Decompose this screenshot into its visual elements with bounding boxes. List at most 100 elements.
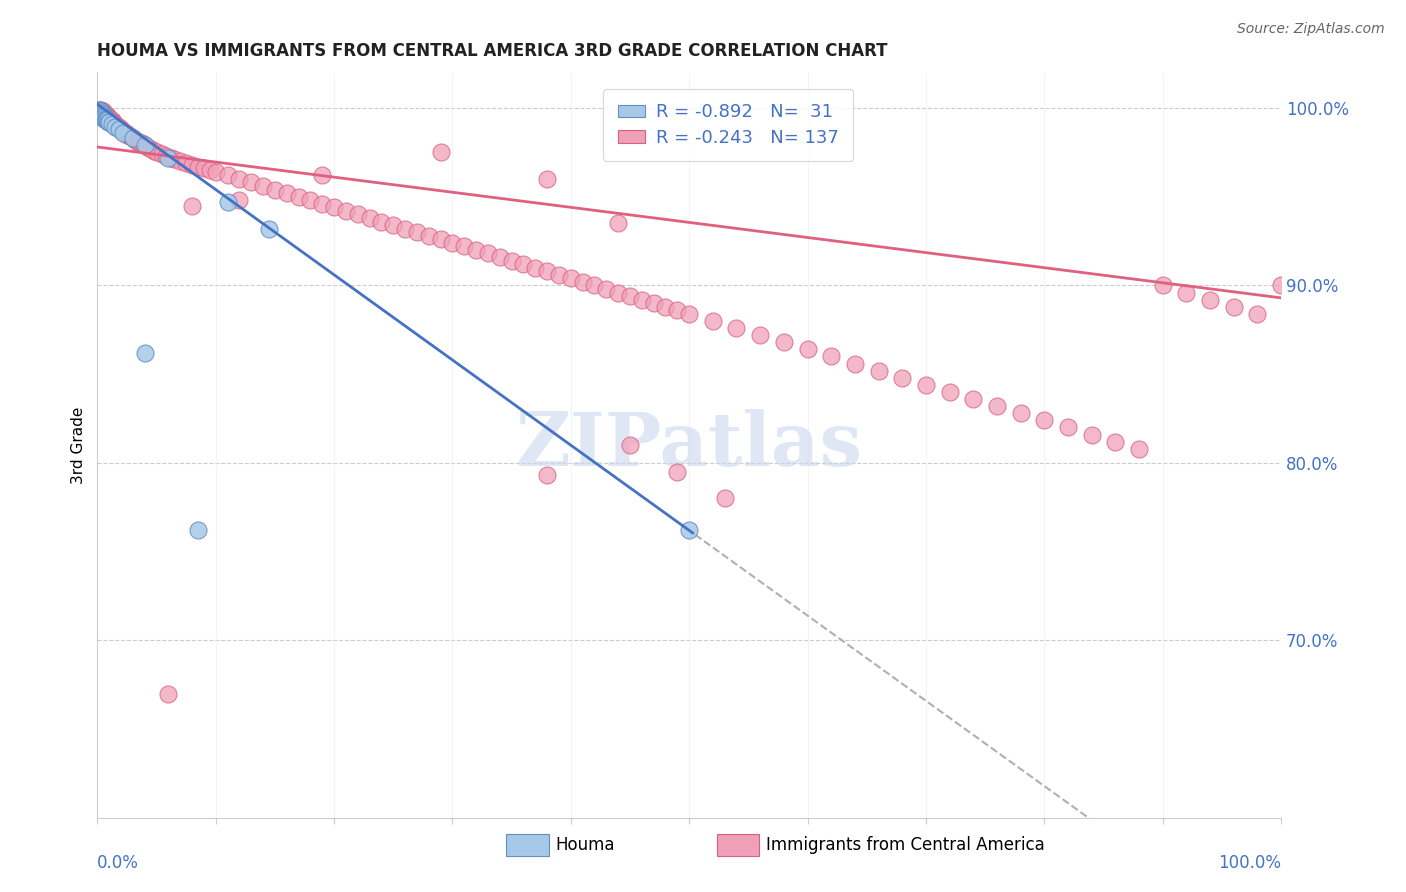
Point	[702, 314, 724, 328]
Point	[560, 271, 582, 285]
Point	[536, 468, 558, 483]
Point	[97, 110, 120, 124]
Point	[548, 268, 571, 282]
Point	[429, 232, 451, 246]
Point	[163, 153, 186, 167]
Point	[97, 112, 120, 126]
Point	[111, 124, 134, 138]
Point	[107, 120, 129, 135]
Point	[100, 117, 122, 131]
Point	[512, 257, 534, 271]
Point	[98, 112, 121, 126]
Point	[666, 465, 689, 479]
Point	[87, 103, 110, 117]
Point	[772, 335, 794, 350]
Point	[134, 138, 156, 153]
Point	[93, 112, 115, 126]
Point	[630, 293, 652, 307]
Point	[98, 115, 121, 129]
Point	[915, 377, 938, 392]
Point	[198, 163, 221, 178]
Point	[104, 119, 127, 133]
Point	[131, 136, 153, 151]
Point	[108, 122, 131, 136]
Point	[96, 112, 118, 126]
Point	[536, 264, 558, 278]
Text: 100.0%: 100.0%	[1218, 854, 1281, 871]
Point	[120, 129, 142, 144]
Point	[96, 108, 118, 122]
Point	[1128, 442, 1150, 456]
Legend: R = -0.892   N=  31, R = -0.243   N= 137: R = -0.892 N= 31, R = -0.243 N= 137	[603, 89, 853, 161]
Point	[607, 285, 630, 300]
Point	[94, 108, 117, 122]
Point	[257, 221, 280, 235]
Point	[121, 131, 143, 145]
Point	[1104, 434, 1126, 449]
Point	[962, 392, 984, 406]
Point	[91, 110, 114, 124]
Point	[107, 122, 129, 136]
Point	[1057, 420, 1080, 434]
Point	[90, 108, 112, 122]
Text: Immigrants from Central America: Immigrants from Central America	[766, 836, 1045, 854]
Point	[139, 142, 162, 156]
Point	[264, 183, 287, 197]
Point	[169, 154, 191, 169]
Point	[91, 110, 114, 124]
Point	[91, 104, 114, 119]
Point	[98, 113, 121, 128]
Point	[187, 524, 209, 538]
Point	[643, 296, 665, 310]
Point	[91, 104, 114, 119]
Point	[181, 158, 204, 172]
Point	[678, 524, 700, 538]
Point	[159, 151, 181, 165]
Point	[117, 128, 139, 142]
Point	[96, 113, 118, 128]
Point	[228, 172, 250, 186]
Point	[128, 135, 150, 149]
Point	[1246, 307, 1268, 321]
Point	[252, 179, 274, 194]
Point	[174, 156, 197, 170]
Point	[90, 106, 112, 120]
Point	[90, 104, 112, 119]
Point	[115, 128, 138, 142]
Point	[287, 189, 309, 203]
Point	[91, 106, 114, 120]
Point	[89, 103, 111, 117]
Point	[986, 399, 1008, 413]
Point	[1033, 413, 1056, 427]
Point	[104, 120, 127, 135]
Point	[112, 126, 135, 140]
Point	[91, 106, 114, 120]
Point	[94, 113, 117, 128]
Point	[100, 113, 122, 128]
Point	[103, 117, 125, 131]
Point	[187, 160, 209, 174]
Point	[98, 112, 121, 126]
Point	[136, 140, 159, 154]
Y-axis label: 3rd Grade: 3rd Grade	[72, 407, 86, 483]
Point	[217, 169, 239, 183]
Point	[90, 106, 112, 120]
Point	[121, 131, 143, 145]
Point	[796, 343, 818, 357]
Point	[107, 120, 129, 135]
Point	[370, 214, 392, 228]
Point	[713, 491, 735, 506]
Point	[87, 103, 110, 117]
Point	[619, 438, 641, 452]
Text: Houma: Houma	[555, 836, 614, 854]
Point	[114, 126, 136, 140]
Point	[104, 117, 127, 131]
Point	[1199, 293, 1222, 307]
Point	[406, 225, 429, 239]
Point	[90, 104, 112, 119]
Point	[571, 275, 593, 289]
Point	[91, 108, 114, 122]
Point	[1152, 278, 1174, 293]
Point	[678, 307, 700, 321]
Point	[155, 149, 177, 163]
